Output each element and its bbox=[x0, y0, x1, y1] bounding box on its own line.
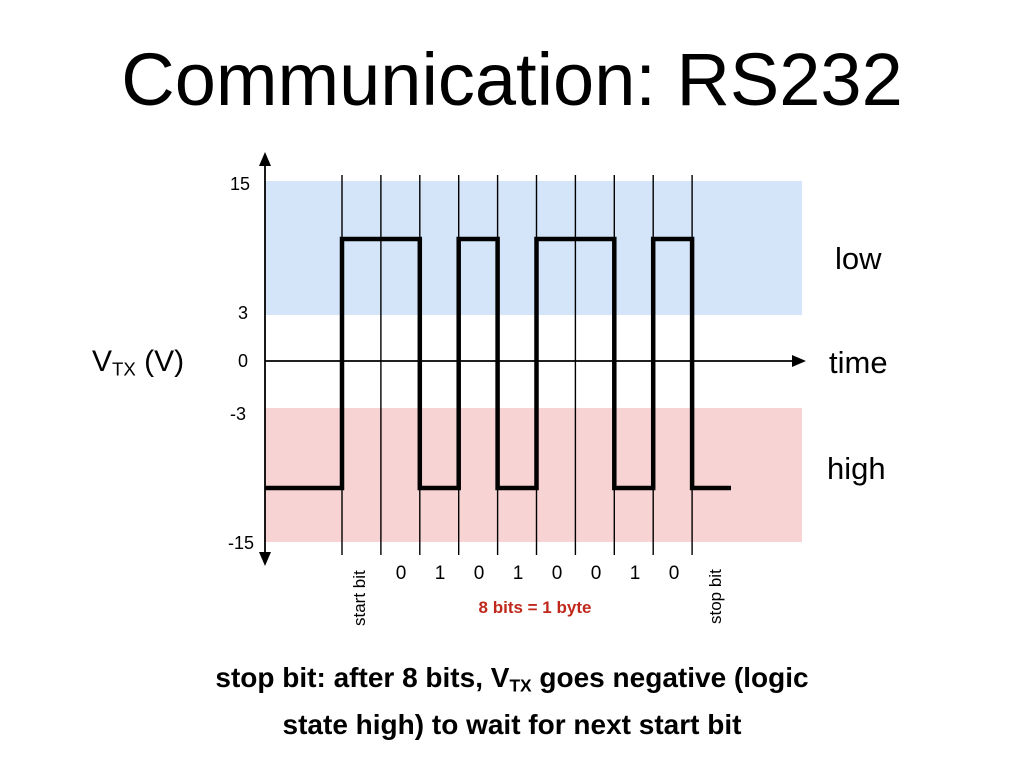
y-axis-arrow-down-icon bbox=[259, 552, 271, 566]
y-tick-label: -15 bbox=[227, 533, 254, 553]
byte-size-note: 8 bits = 1 byte bbox=[478, 598, 592, 617]
slide-title: Communication: RS232 bbox=[121, 38, 903, 121]
y-tick-label: -3 bbox=[229, 404, 246, 424]
y-tick-label: 3 bbox=[237, 303, 248, 323]
data-bit-label: 0 bbox=[473, 563, 485, 584]
y-tick-label: 15 bbox=[229, 174, 250, 194]
low-region-band bbox=[265, 181, 802, 315]
y-axis-arrow-up-icon bbox=[259, 152, 271, 166]
data-bit-label: 0 bbox=[551, 563, 563, 584]
data-bit-label: 0 bbox=[668, 563, 680, 584]
low-region-label: low bbox=[835, 241, 882, 276]
data-bit-label: 1 bbox=[512, 563, 524, 584]
vtx-signal-waveform bbox=[265, 236, 731, 491]
high-region-label: high bbox=[827, 451, 886, 486]
data-bit-label: 0 bbox=[590, 563, 602, 584]
data-bit-label: 0 bbox=[395, 563, 407, 584]
caption-line-1: stop bit: after 8 bits, VTX goes negativ… bbox=[215, 662, 809, 696]
stop-bit-label: stop bit bbox=[706, 569, 725, 624]
y-axis-label: VTX (V) bbox=[92, 345, 185, 380]
slide-caption: stop bit: after 8 bits, VTX goes negativ… bbox=[0, 658, 1024, 745]
time-axis-label: time bbox=[829, 345, 888, 380]
time-axis-arrow-icon bbox=[792, 355, 806, 367]
data-bit-label: 1 bbox=[434, 563, 446, 584]
y-tick-label: 0 bbox=[237, 351, 248, 371]
high-region-band bbox=[265, 408, 802, 542]
caption-line-2: state high) to wait for next start bit bbox=[282, 709, 742, 741]
data-bit-label: 1 bbox=[629, 563, 641, 584]
start-bit-label: start bit bbox=[350, 570, 369, 626]
